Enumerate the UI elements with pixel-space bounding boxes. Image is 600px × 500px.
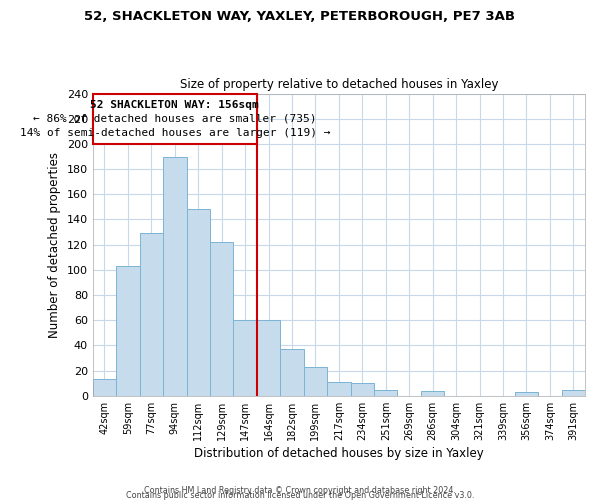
Bar xyxy=(257,320,280,396)
Bar xyxy=(210,242,233,396)
Text: 52, SHACKLETON WAY, YAXLEY, PETERBOROUGH, PE7 3AB: 52, SHACKLETON WAY, YAXLEY, PETERBOROUGH… xyxy=(85,10,515,23)
Bar xyxy=(562,390,585,396)
Y-axis label: Number of detached properties: Number of detached properties xyxy=(48,152,61,338)
Text: ← 86% of detached houses are smaller (735): ← 86% of detached houses are smaller (73… xyxy=(33,114,317,124)
Bar xyxy=(280,349,304,396)
Text: Contains HM Land Registry data © Crown copyright and database right 2024.: Contains HM Land Registry data © Crown c… xyxy=(144,486,456,495)
Bar xyxy=(374,390,397,396)
Bar xyxy=(327,382,350,396)
X-axis label: Distribution of detached houses by size in Yaxley: Distribution of detached houses by size … xyxy=(194,447,484,460)
Bar xyxy=(116,266,140,396)
Bar xyxy=(421,391,445,396)
Bar xyxy=(233,320,257,396)
Title: Size of property relative to detached houses in Yaxley: Size of property relative to detached ho… xyxy=(179,78,498,91)
Bar xyxy=(187,210,210,396)
Bar xyxy=(93,94,257,144)
Bar xyxy=(350,383,374,396)
Bar xyxy=(140,234,163,396)
Bar xyxy=(93,380,116,396)
Bar xyxy=(163,156,187,396)
Bar xyxy=(515,392,538,396)
Text: 14% of semi-detached houses are larger (119) →: 14% of semi-detached houses are larger (… xyxy=(20,128,330,138)
Text: Contains public sector information licensed under the Open Government Licence v3: Contains public sector information licen… xyxy=(126,491,474,500)
Bar xyxy=(304,367,327,396)
Text: 52 SHACKLETON WAY: 156sqm: 52 SHACKLETON WAY: 156sqm xyxy=(91,100,259,110)
